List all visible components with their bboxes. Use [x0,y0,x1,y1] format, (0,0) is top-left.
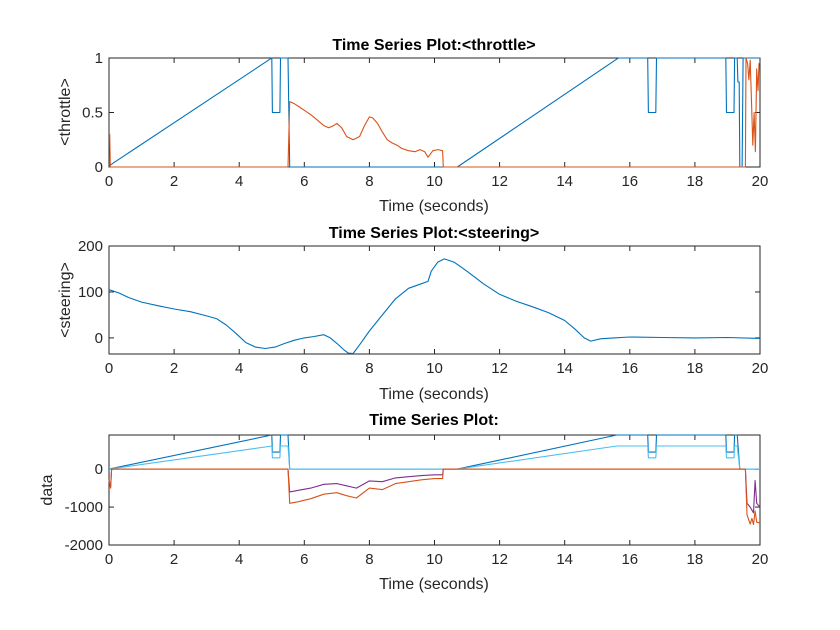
y-tick-label: 0.5 [82,105,103,122]
series-line-0 [108,258,761,355]
y-tick-label: 0 [95,330,103,347]
x-tick-label: 4 [235,173,243,190]
series-line-2 [108,468,761,514]
series-line-1 [108,445,760,470]
x-axis-label: Time (seconds) [379,386,489,403]
x-tick-label: 10 [426,551,443,568]
x-axis-label: Time (seconds) [379,576,489,593]
subplot-title: Time Series Plot:<throttle> [332,37,535,54]
x-tick-label: 8 [365,173,373,190]
x-tick-label: 6 [300,173,308,190]
x-tick-label: 10 [426,173,443,190]
x-tick-label: 0 [105,173,113,190]
x-ticks: 0 2 4 6 8 10 12 14 16 18 20 [105,435,769,568]
subplot-throttle: Time Series Plot:<throttle> Time (second… [57,37,768,215]
y-axis-label: data [39,474,56,505]
x-tick-label: 20 [752,360,769,377]
x-tick-label: 10 [426,360,443,377]
x-tick-label: 0 [105,360,113,377]
x-tick-label: 8 [365,360,373,377]
subplot-title: Time Series Plot: [369,412,499,429]
x-ticks: 0 2 4 6 8 10 12 14 16 18 20 [105,246,769,377]
x-tick-label: 14 [556,173,573,190]
x-tick-label: 12 [491,173,508,190]
x-tick-label: 2 [170,551,178,568]
y-tick-label: -1000 [65,499,103,516]
series-lines [108,57,761,168]
x-tick-label: 6 [300,551,308,568]
y-tick-label: -2000 [65,537,103,554]
y-ticks: 0 100 200 [78,238,760,347]
x-axis-label: Time (seconds) [379,198,489,215]
series-line-1 [109,57,761,168]
x-tick-label: 20 [752,173,769,190]
x-tick-label: 20 [752,551,769,568]
x-tick-label: 4 [235,551,243,568]
x-tick-label: 6 [300,360,308,377]
x-tick-label: 14 [556,551,573,568]
x-tick-label: 18 [687,173,704,190]
y-tick-label: 100 [78,284,103,301]
y-axis-label: <throttle> [57,78,74,146]
x-tick-label: 16 [621,360,638,377]
subplot-title: Time Series Plot:<steering> [329,225,539,242]
x-tick-label: 2 [170,360,178,377]
plot-area [108,245,761,355]
series-lines [108,258,761,355]
subplot-data: Time Series Plot: Time (seconds) data 0 2… [39,412,768,593]
x-tick-label: 12 [491,360,508,377]
plot-area [108,434,761,546]
x-tick-label: 8 [365,551,373,568]
x-tick-label: 2 [170,173,178,190]
x-tick-label: 4 [235,360,243,377]
x-tick-label: 12 [491,551,508,568]
y-tick-label: 200 [78,238,103,255]
x-tick-label: 18 [687,360,704,377]
y-tick-label: 1 [95,50,103,67]
series-line-3 [108,468,761,526]
x-tick-label: 18 [687,551,704,568]
x-tick-label: 16 [621,551,638,568]
subplot-steering: Time Series Plot:<steering> Time (second… [57,225,768,403]
x-tick-label: 16 [621,173,638,190]
series-lines [108,434,761,526]
y-ticks: -2000 -1000 0 [65,461,760,554]
series-line-0 [108,57,760,168]
x-tick-label: 0 [105,551,113,568]
y-tick-label: 0 [95,461,103,478]
y-tick-label: 0 [95,159,103,176]
x-tick-label: 14 [556,360,573,377]
y-axis-label: <steering> [57,262,74,338]
